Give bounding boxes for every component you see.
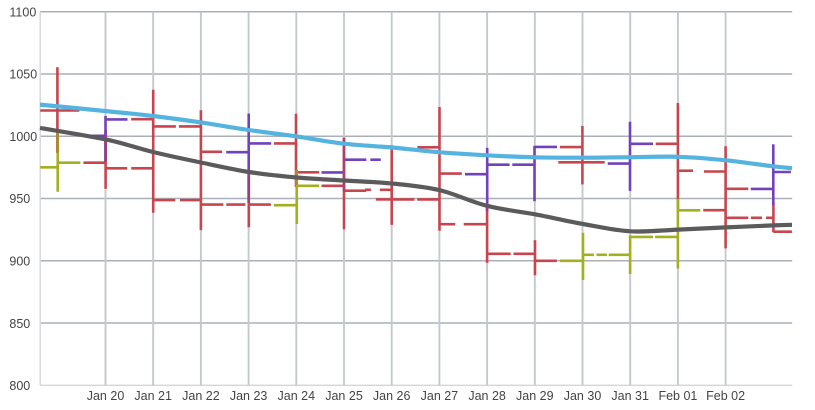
svg-text:Jan 20: Jan 20 (87, 389, 125, 403)
svg-text:Jan 25: Jan 25 (325, 389, 363, 403)
svg-text:Jan 26: Jan 26 (373, 389, 411, 403)
svg-text:800: 800 (9, 379, 30, 393)
svg-text:1100: 1100 (9, 5, 36, 19)
svg-text:Jan 23: Jan 23 (230, 389, 268, 403)
svg-text:950: 950 (9, 192, 30, 206)
svg-text:1050: 1050 (9, 68, 37, 82)
svg-text:Jan 28: Jan 28 (468, 389, 506, 403)
svg-text:Jan 22: Jan 22 (182, 389, 220, 403)
svg-text:Jan 30: Jan 30 (564, 389, 602, 403)
svg-text:850: 850 (9, 317, 30, 331)
svg-text:900: 900 (9, 255, 30, 269)
svg-text:Jan 31: Jan 31 (611, 389, 649, 403)
svg-text:Feb 02: Feb 02 (706, 389, 745, 403)
svg-text:Feb 01: Feb 01 (658, 389, 697, 403)
svg-text:Jan 27: Jan 27 (421, 389, 459, 403)
svg-text:Jan 29: Jan 29 (516, 389, 554, 403)
svg-text:Jan 21: Jan 21 (134, 389, 172, 403)
svg-text:1000: 1000 (9, 130, 37, 144)
svg-text:Jan 24: Jan 24 (278, 389, 316, 403)
